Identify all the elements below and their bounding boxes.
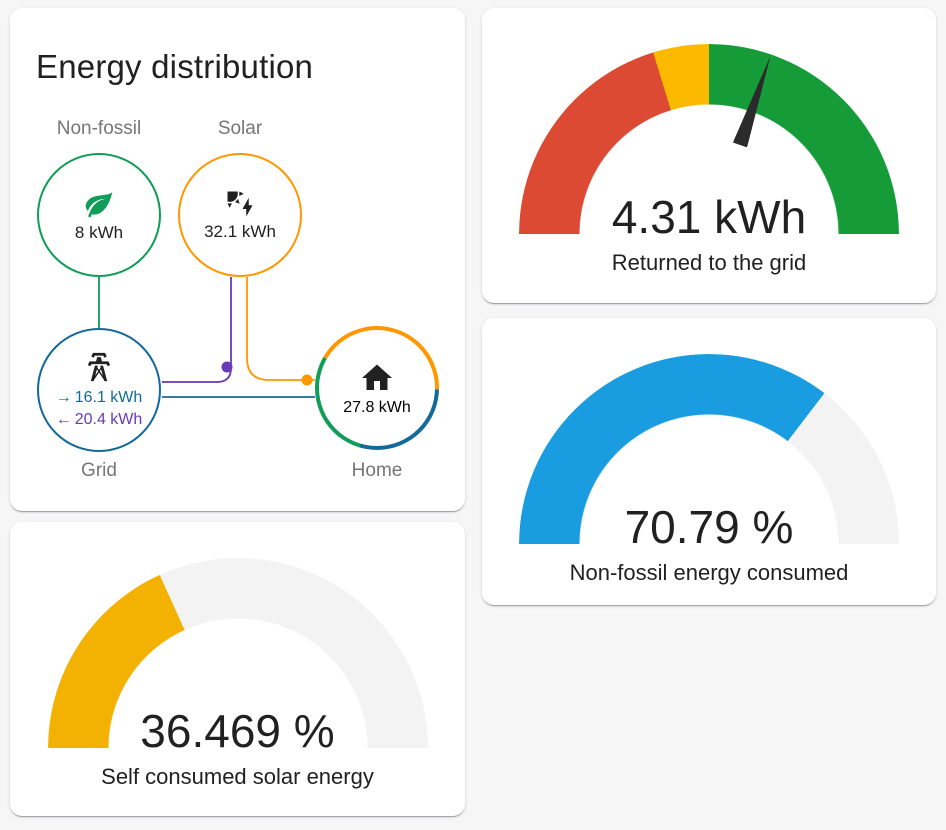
grid-node-label: Grid	[81, 460, 117, 481]
non-fossil-consumed-gauge: 70.79 %	[519, 354, 899, 553]
grid-return-value: 20.4 kWh	[74, 410, 143, 428]
solar-power-icon	[227, 191, 253, 217]
non-fossil-consumed-gauge-card[interactable]: 70.79 % Non-fossil energy consumed	[482, 318, 936, 605]
arrow-right-icon: →	[55, 388, 72, 406]
gauge-label: Returned to the grid	[611, 250, 807, 275]
grid-return-flow-dot	[221, 361, 233, 373]
transmission-tower-icon	[87, 352, 111, 382]
gauge-value: 4.31 kWh	[611, 191, 807, 243]
non-fossil-node: 8 kWh	[37, 153, 161, 277]
solar-value: 32.1 kWh	[204, 221, 276, 241]
leaf-icon	[85, 191, 113, 218]
solar-flow-dot	[301, 374, 313, 386]
card-title: Energy distribution	[36, 48, 314, 85]
grid-return-value-row: ← 20.4 kWh	[56, 409, 143, 431]
solar-to-home-line	[246, 277, 315, 381]
energy-flow-lines	[98, 277, 315, 398]
gauge-value: 70.79 %	[624, 501, 794, 553]
home-icon	[362, 364, 392, 390]
returned-to-grid-gauge: 4.31 kWh	[519, 44, 899, 243]
returned-to-grid-gauge-card[interactable]: 4.31 kWh Returned to the grid	[482, 8, 936, 303]
home-node-ring: 27.8 kWh	[315, 326, 439, 450]
self-consumed-solar-gauge-card[interactable]: 36.469 % Self consumed solar energy	[10, 522, 465, 816]
home-value: 27.8 kWh	[343, 398, 411, 416]
grid-consumption-value: 16.1 kWh	[74, 388, 143, 406]
solar-node: 32.1 kWh	[178, 153, 302, 277]
solar-node-label: Solar	[217, 118, 263, 139]
grid-consumption-value-row: → 16.1 kWh	[56, 387, 143, 409]
grid-node: → 16.1 kWh ← 20.4 kWh	[37, 328, 161, 452]
self-consumed-solar-gauge: 36.469 %	[47, 558, 428, 757]
non-fossil-node-label: Non-fossil	[56, 118, 142, 139]
gauge-label: Non-fossil energy consumed	[569, 560, 849, 585]
energy-distribution-card: Energy distribution Non-fossil Solar Gri…	[10, 8, 465, 511]
gauge-label: Self consumed solar energy	[101, 764, 374, 789]
gauge-value: 36.469 %	[140, 705, 335, 757]
home-node-label: Home	[351, 460, 403, 481]
arrow-left-icon: ←	[55, 410, 72, 428]
grid-return-to-solar-line	[162, 277, 232, 383]
non-fossil-value: 8 kWh	[74, 222, 124, 242]
home-node: 27.8 kWh	[319, 330, 435, 446]
